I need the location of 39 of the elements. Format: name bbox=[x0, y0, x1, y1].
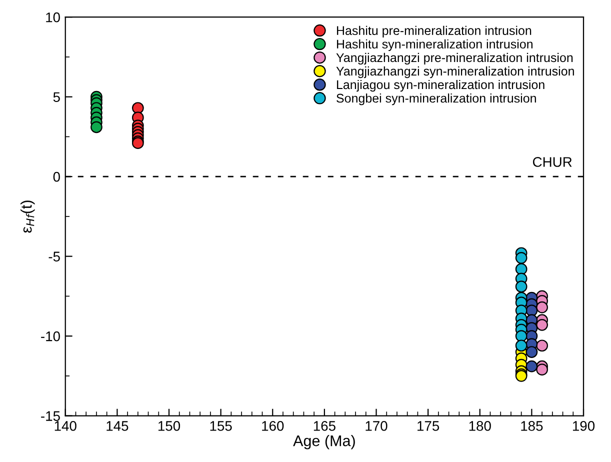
x-axis-title: Age (Ma) bbox=[293, 434, 355, 450]
x-tick-label: 190 bbox=[572, 421, 595, 431]
point bbox=[526, 346, 538, 358]
point bbox=[526, 360, 538, 372]
point bbox=[515, 252, 528, 264]
point bbox=[536, 318, 548, 331]
y-tick-label: -5 bbox=[48, 252, 60, 262]
point bbox=[536, 340, 548, 352]
x-tick-label: 175 bbox=[418, 421, 440, 431]
legend-label: Yangjiazhangzi syn-mineralization intrusion bbox=[336, 66, 574, 78]
legend-label: Yangjiazhangzi pre-mineralization intrusion bbox=[336, 52, 573, 65]
ref-line-label: CHUR bbox=[532, 157, 572, 167]
x-tick-label: 155 bbox=[210, 421, 232, 431]
legend-label: Lanjiagou syn-mineralization intrusion bbox=[337, 80, 544, 92]
point bbox=[515, 330, 528, 342]
x-tick-label: 165 bbox=[314, 421, 336, 431]
y-tick-label: 5 bbox=[53, 92, 60, 102]
point bbox=[132, 102, 144, 114]
y-tick-label: -10 bbox=[41, 331, 60, 342]
x-tick-label: 145 bbox=[106, 421, 128, 431]
point bbox=[536, 301, 548, 314]
legend-label: Songbei syn-mineralization intrusion bbox=[336, 93, 536, 106]
point bbox=[90, 121, 102, 134]
point bbox=[515, 263, 528, 276]
y-tick-label: 0 bbox=[53, 172, 60, 182]
legend-label: Hashitu pre-mineralization intrusion bbox=[337, 26, 532, 38]
point bbox=[536, 364, 548, 376]
y-axis-title: ε$_{Hf}$(t) bbox=[20, 200, 35, 233]
point bbox=[515, 340, 528, 352]
x-tick-label: 150 bbox=[158, 421, 180, 431]
x-tick-label: 160 bbox=[262, 421, 284, 431]
legend-label: Hashitu syn-mineralization intrusion bbox=[337, 39, 532, 52]
y-tick-label: 10 bbox=[46, 12, 60, 22]
x-tick-label: 180 bbox=[469, 421, 491, 431]
y-tick-label: -15 bbox=[41, 411, 60, 421]
x-tick-label: 170 bbox=[366, 421, 388, 431]
x-tick-label: 185 bbox=[521, 421, 543, 431]
x-tick-label: 140 bbox=[54, 421, 76, 431]
point bbox=[515, 280, 528, 293]
